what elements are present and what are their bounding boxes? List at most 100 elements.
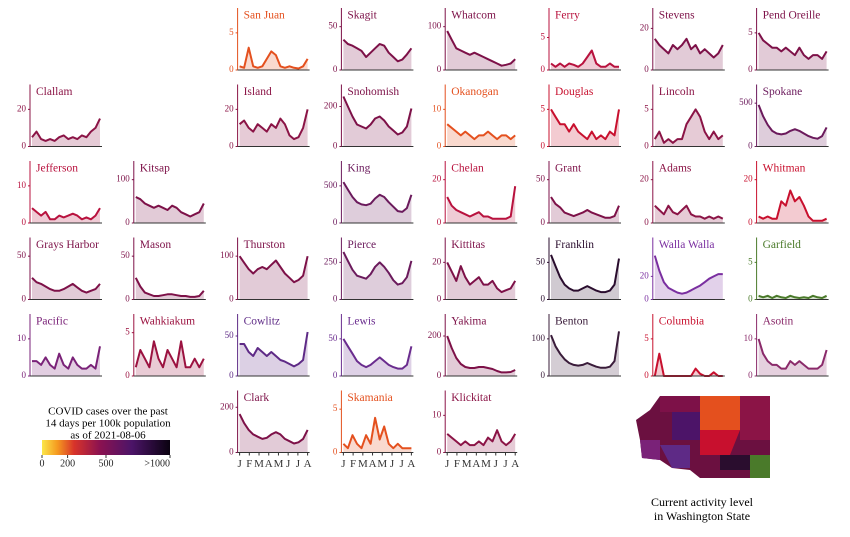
legend-title: 14 days per 100k population bbox=[45, 418, 171, 430]
line bbox=[446, 30, 516, 67]
y-tick-label: 0 bbox=[333, 217, 338, 227]
panel-title: Pierce bbox=[347, 239, 376, 251]
panel-title: Grays Harbor bbox=[36, 239, 99, 251]
y-tick-label: 100 bbox=[220, 250, 234, 260]
area bbox=[447, 336, 516, 376]
y-tick-label: 0 bbox=[229, 370, 234, 380]
y-tick-label: 0 bbox=[541, 294, 546, 304]
y-tick-label: 20 bbox=[432, 174, 442, 184]
line bbox=[550, 49, 619, 68]
y-tick-label: 10 bbox=[17, 180, 27, 190]
panel-title: Okanogan bbox=[451, 86, 499, 98]
area bbox=[758, 190, 827, 223]
panel-title: Walla Walla bbox=[659, 239, 715, 251]
panel-title: Klickitat bbox=[451, 392, 492, 404]
x-tick-label: J bbox=[296, 458, 301, 470]
panel-title: Wahkiakum bbox=[140, 316, 195, 328]
x-tick-label: J bbox=[400, 458, 405, 470]
line bbox=[32, 346, 101, 370]
line bbox=[238, 109, 309, 141]
line bbox=[238, 413, 309, 445]
y-tick-label: 20 bbox=[17, 103, 27, 113]
x-tick-label: A bbox=[511, 458, 519, 470]
y-tick-label: 0 bbox=[437, 217, 442, 227]
y-tick-label: 100 bbox=[428, 21, 442, 31]
area bbox=[343, 96, 412, 147]
panel-title: Snohomish bbox=[347, 86, 399, 98]
x-tick-label: F bbox=[454, 458, 460, 470]
y-tick-label: 0 bbox=[644, 141, 649, 151]
panel-title: Lincoln bbox=[659, 86, 695, 98]
y-tick-label: 20 bbox=[744, 174, 754, 184]
line bbox=[550, 196, 620, 219]
y-tick-label: 0 bbox=[541, 141, 546, 151]
panel-title: Lewis bbox=[347, 316, 376, 328]
line bbox=[550, 254, 620, 294]
line bbox=[550, 331, 620, 369]
y-tick-label: 100 bbox=[532, 333, 546, 343]
area bbox=[343, 338, 412, 376]
area bbox=[551, 197, 619, 223]
y-tick-label: 0 bbox=[748, 217, 753, 227]
line bbox=[342, 96, 413, 136]
y-tick-label: 5 bbox=[541, 32, 546, 42]
x-tick-label: A bbox=[369, 458, 377, 470]
panel-title: Pend Oreille bbox=[763, 10, 821, 22]
line bbox=[446, 123, 516, 141]
line bbox=[446, 429, 517, 447]
y-tick-label: 50 bbox=[121, 250, 131, 260]
area bbox=[239, 414, 308, 453]
line bbox=[446, 261, 517, 294]
x-tick-label: M bbox=[462, 458, 472, 470]
y-tick-label: 20 bbox=[432, 256, 442, 266]
y-tick-label: 0 bbox=[229, 64, 234, 74]
map-caption: in Washington State bbox=[654, 509, 750, 523]
line bbox=[31, 118, 101, 142]
panel-title: Benton bbox=[555, 316, 588, 328]
y-tick-label: 50 bbox=[17, 250, 27, 260]
line bbox=[342, 251, 413, 286]
area bbox=[654, 353, 723, 376]
line bbox=[238, 255, 309, 284]
area bbox=[654, 109, 723, 147]
y-tick-label: 0 bbox=[748, 141, 753, 151]
panel-title: Columbia bbox=[659, 316, 704, 328]
y-tick-label: 0 bbox=[333, 370, 338, 380]
y-tick-label: 10 bbox=[744, 333, 754, 343]
y-tick-label: 5 bbox=[333, 403, 338, 413]
area bbox=[32, 118, 100, 147]
panel-title: Franklin bbox=[555, 239, 594, 251]
y-tick-label: 0 bbox=[125, 294, 130, 304]
x-tick-label: J bbox=[503, 458, 508, 470]
y-tick-label: 0 bbox=[125, 370, 130, 380]
y-tick-label: 0 bbox=[437, 447, 442, 457]
area bbox=[447, 31, 516, 70]
line bbox=[446, 335, 516, 374]
line bbox=[653, 352, 723, 377]
line bbox=[31, 207, 101, 221]
y-tick-label: 0 bbox=[748, 370, 753, 380]
y-tick-label: 0 bbox=[333, 447, 338, 457]
colorbar-tick-label: >1000 bbox=[144, 458, 170, 469]
x-tick-label: A bbox=[265, 458, 273, 470]
x-tick-label: J bbox=[286, 458, 291, 470]
panel-title: King bbox=[347, 163, 370, 175]
x-tick-label: J bbox=[390, 458, 395, 470]
y-tick-label: 0 bbox=[22, 294, 27, 304]
panel-title: Adams bbox=[659, 163, 692, 175]
y-tick-label: 5 bbox=[748, 27, 753, 37]
x-tick-label: J bbox=[237, 458, 242, 470]
area bbox=[343, 252, 412, 300]
line bbox=[135, 196, 205, 218]
y-tick-label: 20 bbox=[640, 270, 650, 280]
x-tick-label: A bbox=[304, 458, 312, 470]
y-tick-label: 20 bbox=[640, 174, 650, 184]
y-tick-label: 0 bbox=[541, 370, 546, 380]
panel-title: San Juan bbox=[244, 10, 285, 22]
panel-title: Jefferson bbox=[36, 163, 78, 175]
y-tick-label: 20 bbox=[225, 103, 235, 113]
y-tick-label: 0 bbox=[22, 370, 27, 380]
area bbox=[654, 38, 723, 70]
